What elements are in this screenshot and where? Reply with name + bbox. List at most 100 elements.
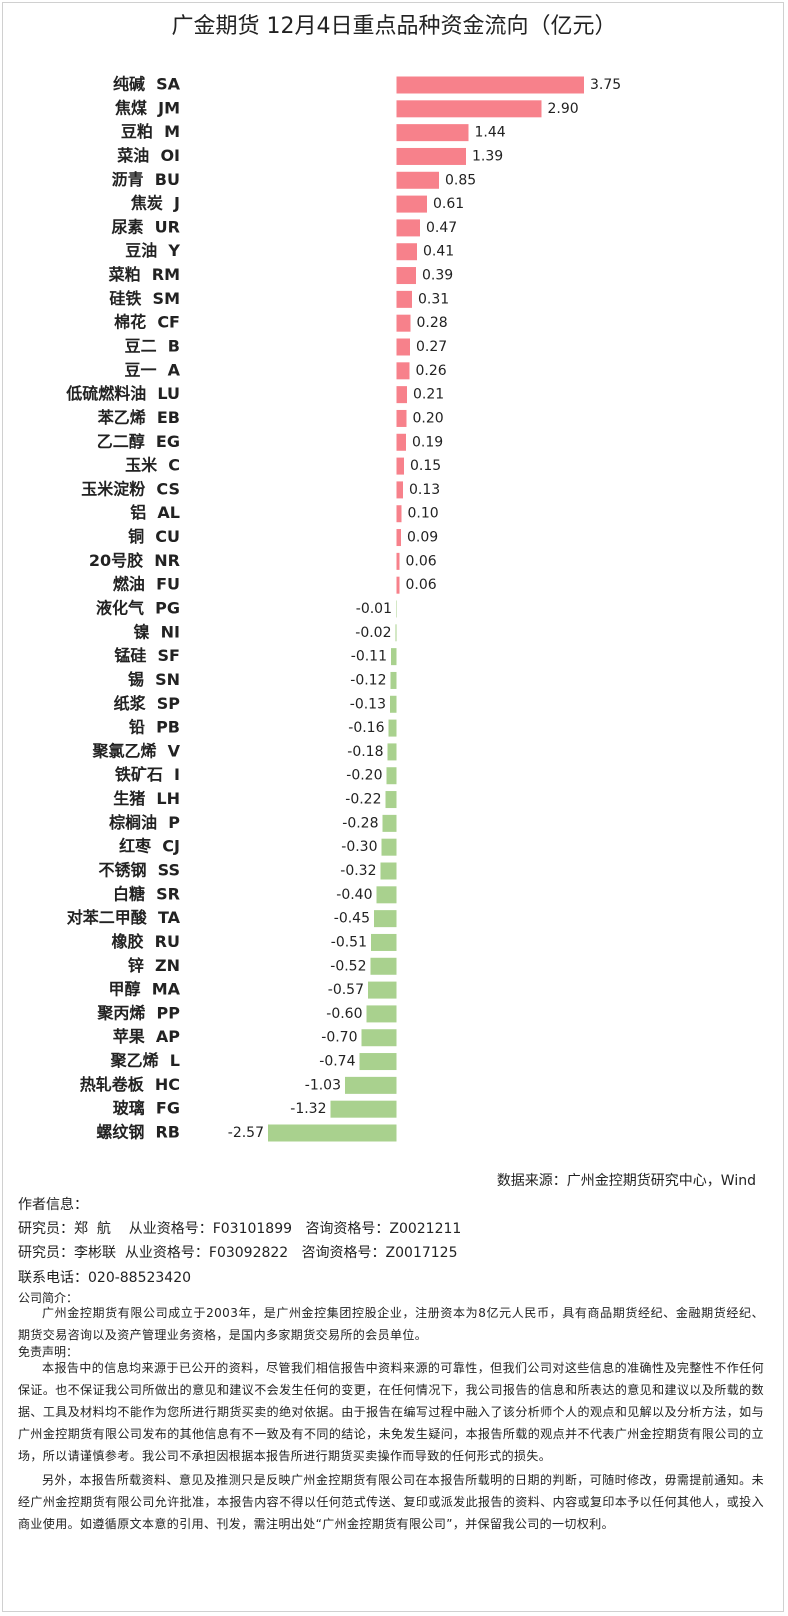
value-label: -2.57 (228, 1125, 264, 1141)
category-label: 甲醇 MA (109, 980, 181, 999)
category-label: 菜粕 RM (108, 265, 180, 284)
value-label: -0.74 (319, 1054, 355, 1070)
bar (396, 290, 412, 308)
value-label: 0.19 (412, 434, 443, 450)
category-label: 聚丙烯 PP (96, 1003, 180, 1022)
bar (380, 862, 397, 880)
bar (382, 814, 397, 832)
value-label: 0.09 (407, 530, 438, 546)
value-label: 0.47 (426, 220, 457, 236)
category-label: 玉米淀粉 CS (81, 479, 180, 498)
category-label: 聚氯乙烯 V (91, 741, 180, 760)
value-label: 1.44 (475, 125, 506, 141)
bar (386, 767, 397, 785)
category-label: 沥青 BU (112, 170, 180, 189)
value-label: 0.61 (433, 196, 464, 212)
bar (396, 76, 584, 94)
category-label: 铝 AL (130, 503, 180, 522)
category-label: 生猪 LH (113, 789, 180, 808)
bar (396, 314, 411, 332)
category-label: 棕榈油 P (109, 813, 180, 832)
bar (396, 267, 416, 285)
value-label: -0.16 (348, 720, 384, 736)
bar (368, 981, 397, 999)
intro-heading: 公司简介： (18, 1291, 79, 1305)
category-label: 尿素 UR (112, 217, 180, 236)
bar (395, 624, 397, 642)
bar (371, 933, 397, 951)
chart-title: 广金期货 12月4日重点品种资金流向（亿元） (172, 14, 617, 39)
category-label: 螺纹钢 RB (96, 1123, 180, 1142)
bar (370, 957, 397, 975)
bar (396, 433, 406, 451)
value-label: 1.39 (472, 148, 503, 164)
category-label: 豆二 B (125, 337, 180, 356)
value-label: 2.90 (548, 101, 579, 117)
bar (385, 791, 397, 809)
bar (268, 1124, 397, 1142)
bar (396, 362, 410, 380)
category-label: 铅 PB (129, 718, 180, 737)
category-label: 苹果 AP (113, 1027, 181, 1046)
category-label: 乙二醇 EG (97, 432, 180, 451)
value-label: 0.26 (416, 363, 447, 379)
phone: 联系电话：020-88523420 (18, 1270, 192, 1286)
bar (376, 886, 397, 904)
value-label: 0.20 (413, 410, 444, 426)
disclaimer-heading: 免责声明： (18, 1345, 79, 1359)
value-label: 0.13 (409, 482, 440, 498)
category-label: 对苯二甲酸 TA (67, 908, 181, 927)
category-label: 纯碱 SA (113, 75, 181, 94)
bar (390, 695, 397, 713)
value-label: 0.31 (418, 291, 449, 307)
bar (374, 910, 397, 928)
bar (396, 171, 439, 189)
category-label: 豆粕 M (121, 122, 180, 141)
value-label: 3.75 (590, 77, 621, 93)
bar (396, 505, 402, 523)
researcher: 研究员：李彬联 从业资格号：F03092822 咨询资格号：Z0017125 (18, 1245, 458, 1261)
bar (359, 1053, 397, 1071)
bar (396, 100, 542, 118)
chart: 广金期货 12月4日重点品种资金流向（亿元） 纯碱 SA 3.75 焦煤 JM 2.9… (65, 14, 621, 1142)
value-label: -0.20 (346, 768, 382, 784)
category-label: 热轧卷板 HC (80, 1075, 180, 1094)
bar (366, 1005, 397, 1023)
category-label: 玻璃 FG (113, 1099, 180, 1118)
category-label: 铜 CU (128, 527, 180, 546)
category-label: 燃油 FU (113, 575, 180, 594)
disclaimer: 本报告中的信息均来源于已公开的资料，尽管我们相信报告中资料来源的可靠性，但我们公… (18, 1361, 764, 1463)
category-label: 纸浆 SP (114, 694, 181, 713)
category-label: 硅铁 SM (109, 289, 180, 308)
category-label: 聚乙烯 L (110, 1051, 180, 1070)
bar (330, 1100, 397, 1118)
author-heading: 作者信息： (18, 1197, 88, 1213)
value-label: -0.40 (336, 887, 372, 903)
bar (387, 743, 397, 761)
category-label: 棉花 CF (114, 313, 180, 332)
value-label: 0.21 (413, 387, 444, 403)
value-label: 0.28 (417, 315, 448, 331)
value-label: 0.85 (445, 172, 476, 188)
category-label: 菜油 OI (116, 146, 180, 165)
category-label: 镍 NI (134, 622, 181, 641)
bar (396, 219, 420, 237)
value-label: -0.13 (350, 696, 386, 712)
bar (396, 552, 400, 570)
bar (345, 1076, 397, 1094)
disclaimer: 另外，本报告所载资料、意见及推测只是反映广州金控期货有限公司在本报告所载明的日期… (18, 1473, 764, 1531)
category-label: 锌 ZN (128, 956, 180, 975)
category-label: 豆一 A (124, 360, 180, 379)
category-label: 焦煤 JM (114, 98, 180, 117)
value-label: -1.03 (305, 1077, 341, 1093)
category-label: 低硫燃料油 LU (65, 384, 180, 403)
value-label: -0.11 (351, 649, 387, 665)
researcher: 研究员：郑 航 从业资格号：F03101899 咨询资格号：Z0021211 (18, 1221, 462, 1237)
value-label: -1.32 (290, 1101, 326, 1117)
bar (391, 648, 397, 666)
bar (396, 529, 401, 547)
category-label: 苯乙烯 EB (97, 408, 180, 427)
value-label: -0.30 (341, 839, 377, 855)
category-label: 锡 SN (128, 670, 180, 689)
